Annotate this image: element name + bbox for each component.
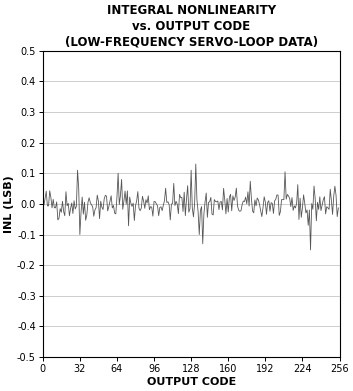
X-axis label: OUTPUT CODE: OUTPUT CODE [146,377,236,387]
Title: INTEGRAL NONLINEARITY
vs. OUTPUT CODE
(LOW-FREQUENCY SERVO-LOOP DATA): INTEGRAL NONLINEARITY vs. OUTPUT CODE (L… [65,4,318,48]
Y-axis label: INL (LSB): INL (LSB) [4,175,14,233]
